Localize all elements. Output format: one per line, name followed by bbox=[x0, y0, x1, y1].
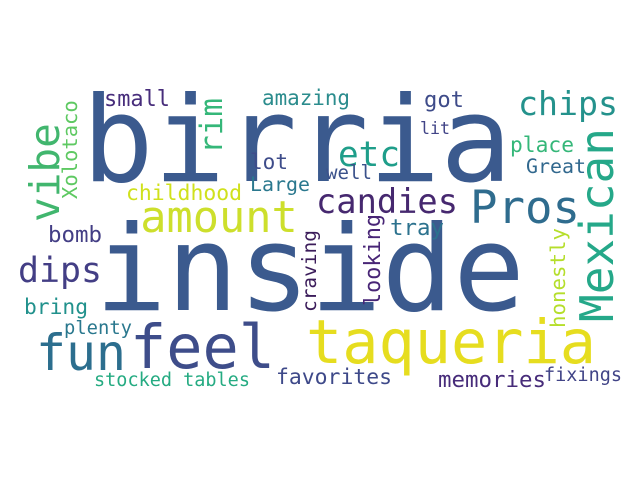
word-lit: lit bbox=[420, 118, 450, 138]
word-pros: Pros bbox=[470, 181, 580, 235]
word-rim: rim bbox=[193, 98, 230, 154]
word-bomb: bomb bbox=[48, 221, 102, 248]
word-large: Large bbox=[250, 173, 310, 197]
word-feel: feel bbox=[130, 312, 275, 383]
word-great: Great bbox=[526, 155, 586, 179]
word-chips: chips bbox=[518, 84, 618, 124]
word-etc: etc bbox=[338, 134, 400, 175]
word-tray: tray bbox=[390, 214, 444, 241]
word-stocked-tables: stocked tables bbox=[94, 369, 250, 391]
word-plenty: plenty bbox=[64, 317, 132, 339]
word-small: small bbox=[104, 87, 170, 113]
word-amount: amount bbox=[140, 193, 298, 244]
word-well: well bbox=[326, 161, 372, 185]
word-dips: dips bbox=[18, 250, 102, 291]
word-taqueria: taqueria bbox=[306, 307, 596, 378]
word-memories: memories bbox=[438, 366, 546, 393]
word-fixings: fixings bbox=[544, 364, 622, 386]
word-candies: candies bbox=[316, 182, 458, 222]
word-place: place bbox=[510, 133, 574, 159]
word-favorites: favorites bbox=[276, 365, 392, 391]
word-fun: fun bbox=[36, 324, 126, 383]
word-looking: looking bbox=[361, 214, 387, 306]
word-xolotaco: Xolotaco bbox=[57, 100, 82, 200]
word-craving: craving bbox=[298, 230, 322, 312]
word-birria: birria bbox=[82, 72, 512, 211]
word-lot: lot bbox=[250, 149, 288, 175]
word-honestly: honestly bbox=[545, 228, 570, 328]
word-childhood: childhood bbox=[126, 181, 242, 207]
word-inside: inside bbox=[95, 201, 525, 340]
word-amazing: amazing bbox=[262, 85, 350, 110]
word-bring: bring bbox=[24, 295, 88, 321]
word-got: got bbox=[424, 86, 464, 113]
